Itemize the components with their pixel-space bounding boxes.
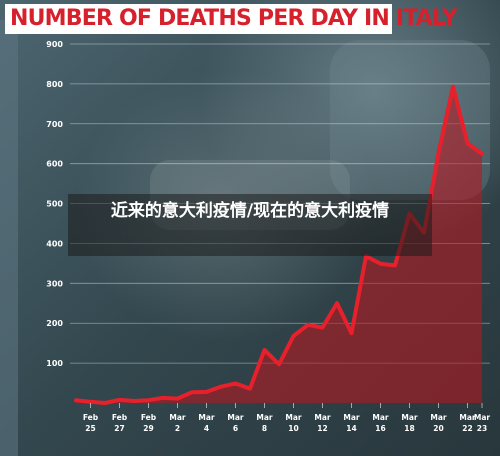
- data-point: [263, 348, 266, 352]
- x-axis-ticks: Feb 25 Feb 27 Feb 29 Mar 2 Mar 4 Mar 6 Mar 8 Mar 10 Mar 1…: [83, 403, 491, 433]
- x-tick-label: Mar 4: [198, 413, 215, 433]
- x-tick-label: Mar 23: [474, 413, 491, 433]
- y-tick-label: 400: [46, 239, 63, 248]
- y-tick-label: 700: [46, 120, 63, 129]
- x-tick-label: Mar 14: [343, 413, 360, 433]
- data-point: [190, 391, 194, 394]
- y-tick-label: 800: [46, 80, 63, 89]
- data-point: [393, 264, 397, 267]
- data-point: [147, 399, 150, 402]
- data-point: [161, 396, 165, 400]
- data-point: [335, 302, 339, 305]
- data-point: [292, 334, 295, 338]
- data-point: [248, 387, 252, 390]
- y-tick-label: 500: [46, 200, 63, 209]
- data-point: [379, 262, 382, 265]
- y-tick-label: 900: [46, 40, 63, 49]
- data-point: [480, 152, 484, 155]
- x-tick-label: Feb 27: [112, 413, 128, 433]
- x-tick-label: Mar 2: [169, 413, 186, 433]
- area-fill: [76, 86, 482, 403]
- data-point: [205, 390, 208, 394]
- data-point: [132, 399, 136, 403]
- data-point: [103, 401, 107, 405]
- data-point: [118, 398, 121, 402]
- y-tick-label: 300: [46, 279, 63, 288]
- data-point: [176, 397, 179, 400]
- x-tick-label: Mar 20: [430, 413, 447, 433]
- data-point: [306, 323, 310, 327]
- series-area: [76, 86, 482, 403]
- data-point: [74, 399, 78, 402]
- x-tick-label: Mar 10: [285, 413, 302, 433]
- x-tick-label: Feb 25: [83, 413, 99, 433]
- data-point: [321, 326, 324, 329]
- data-point: [89, 400, 92, 404]
- data-point: [277, 363, 281, 366]
- data-point: [219, 385, 223, 388]
- y-axis-ticks: 100 200 300 400 500 600 700 800 900: [46, 40, 63, 368]
- chart-title: NUMBER OF DEATHS PER DAY IN ITALY: [10, 6, 458, 31]
- caption-band: [68, 194, 432, 256]
- y-tick-label: 600: [46, 160, 63, 169]
- data-point: [437, 151, 440, 155]
- data-point: [350, 331, 353, 335]
- data-point: [451, 85, 455, 88]
- data-point: [466, 142, 469, 145]
- data-point: [234, 382, 237, 385]
- x-tick-label: Mar 16: [372, 413, 389, 433]
- x-tick-label: Mar 6: [227, 413, 244, 433]
- caption-text: 近来的意大利疫情/现在的意大利疫情: [110, 201, 390, 221]
- title-background: [5, 4, 392, 34]
- x-tick-label: Feb 29: [141, 413, 157, 433]
- y-tick-label: 200: [46, 319, 63, 328]
- x-tick-label: Mar 22: [459, 413, 476, 433]
- y-tick-label: 100: [46, 359, 63, 368]
- x-tick-label: Mar 8: [256, 413, 273, 433]
- x-tick-label: Mar 12: [314, 413, 331, 433]
- x-tick-label: Mar 18: [401, 413, 418, 433]
